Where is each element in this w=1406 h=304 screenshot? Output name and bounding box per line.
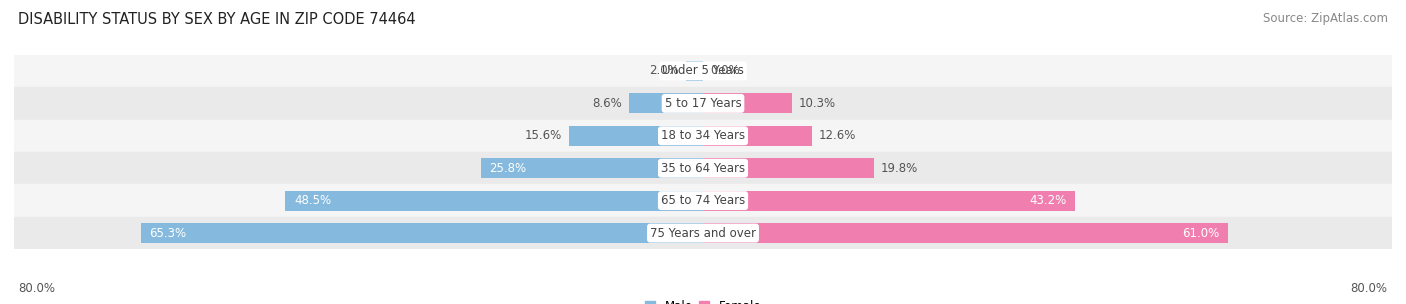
Bar xyxy=(481,158,703,178)
Bar xyxy=(141,223,703,243)
Bar xyxy=(285,191,703,211)
Text: 8.6%: 8.6% xyxy=(592,97,621,110)
Text: 18 to 34 Years: 18 to 34 Years xyxy=(661,129,745,142)
Text: 0.0%: 0.0% xyxy=(710,64,740,78)
Text: 25.8%: 25.8% xyxy=(489,162,527,175)
Bar xyxy=(14,87,1392,119)
Text: 61.0%: 61.0% xyxy=(1182,226,1219,240)
Text: 12.6%: 12.6% xyxy=(818,129,856,142)
Bar xyxy=(14,152,1392,185)
Bar xyxy=(14,185,1392,217)
Bar xyxy=(14,119,1392,152)
Text: DISABILITY STATUS BY SEX BY AGE IN ZIP CODE 74464: DISABILITY STATUS BY SEX BY AGE IN ZIP C… xyxy=(18,12,416,27)
Text: Under 5 Years: Under 5 Years xyxy=(662,64,744,78)
Text: 65.3%: 65.3% xyxy=(149,226,187,240)
Bar xyxy=(703,93,792,113)
Text: 80.0%: 80.0% xyxy=(18,282,55,295)
Text: 10.3%: 10.3% xyxy=(799,97,835,110)
Text: 2.0%: 2.0% xyxy=(650,64,679,78)
Text: 75 Years and over: 75 Years and over xyxy=(650,226,756,240)
Legend: Male, Female: Male, Female xyxy=(640,295,766,304)
Text: 5 to 17 Years: 5 to 17 Years xyxy=(665,97,741,110)
Text: 65 to 74 Years: 65 to 74 Years xyxy=(661,194,745,207)
Bar xyxy=(703,191,1076,211)
Bar xyxy=(686,61,703,81)
Text: 80.0%: 80.0% xyxy=(1351,282,1388,295)
Text: 48.5%: 48.5% xyxy=(294,194,330,207)
Bar xyxy=(14,217,1392,249)
Bar xyxy=(703,126,811,146)
Text: 19.8%: 19.8% xyxy=(880,162,918,175)
Bar xyxy=(14,55,1392,87)
Text: Source: ZipAtlas.com: Source: ZipAtlas.com xyxy=(1263,12,1388,25)
Bar xyxy=(703,223,1229,243)
Bar xyxy=(568,126,703,146)
Bar xyxy=(703,158,873,178)
Bar xyxy=(628,93,703,113)
Text: 35 to 64 Years: 35 to 64 Years xyxy=(661,162,745,175)
Text: 15.6%: 15.6% xyxy=(524,129,562,142)
Text: 43.2%: 43.2% xyxy=(1029,194,1066,207)
